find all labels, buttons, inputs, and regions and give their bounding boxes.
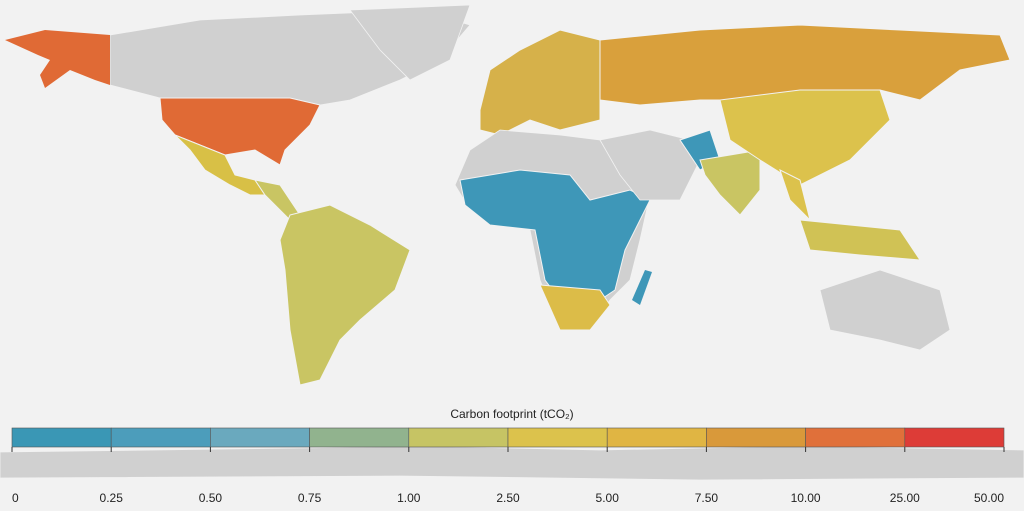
legend-tick-label: 10.00 [791,491,821,505]
legend-swatch [309,427,410,448]
south-america [279,204,411,386]
madagascar [632,270,652,305]
legend-tick-label: 7.50 [695,491,719,505]
legend-tick-label: 0 [12,491,19,505]
legend-tick-label: 0.75 [298,491,322,505]
legend-swatch [606,427,707,448]
southeast-asia [779,169,811,222]
legend-tick-label: 50.00 [974,491,1004,505]
legend-swatch [408,427,509,448]
legend-swatch [507,427,608,448]
legend-tick-label: 1.00 [397,491,421,505]
greenland [349,4,471,81]
china [719,89,891,186]
legend-swatch [904,427,1005,448]
legend: 0 0.25 0.50 0.75 1.00 2.50 5.00 7.50 10.00 25.00 5… [11,427,1005,505]
south-africa [539,284,611,331]
russia [599,24,1011,106]
legend-tick-label: 0.50 [199,491,223,505]
legend-tick-label: 25.00 [890,491,920,505]
australia [819,269,951,351]
legend-title: Carbon footprint (tCO₂) [450,407,573,421]
countries [0,4,1024,481]
sub-saharan-africa [459,169,651,301]
legend-tick-label: 2.50 [496,491,520,505]
indonesia [799,219,921,261]
usa [159,97,321,166]
legend-swatch [805,427,906,448]
alaska [5,30,110,88]
legend-swatch [110,427,211,448]
antarctica [0,445,1024,481]
middle-east [599,129,701,201]
legend-swatch [706,427,806,448]
legend-swatch [210,427,310,448]
europe [479,29,601,136]
legend-tick-label: 0.25 [100,491,124,505]
legend-tick-label: 5.00 [596,491,620,505]
legend-swatch [11,427,112,448]
